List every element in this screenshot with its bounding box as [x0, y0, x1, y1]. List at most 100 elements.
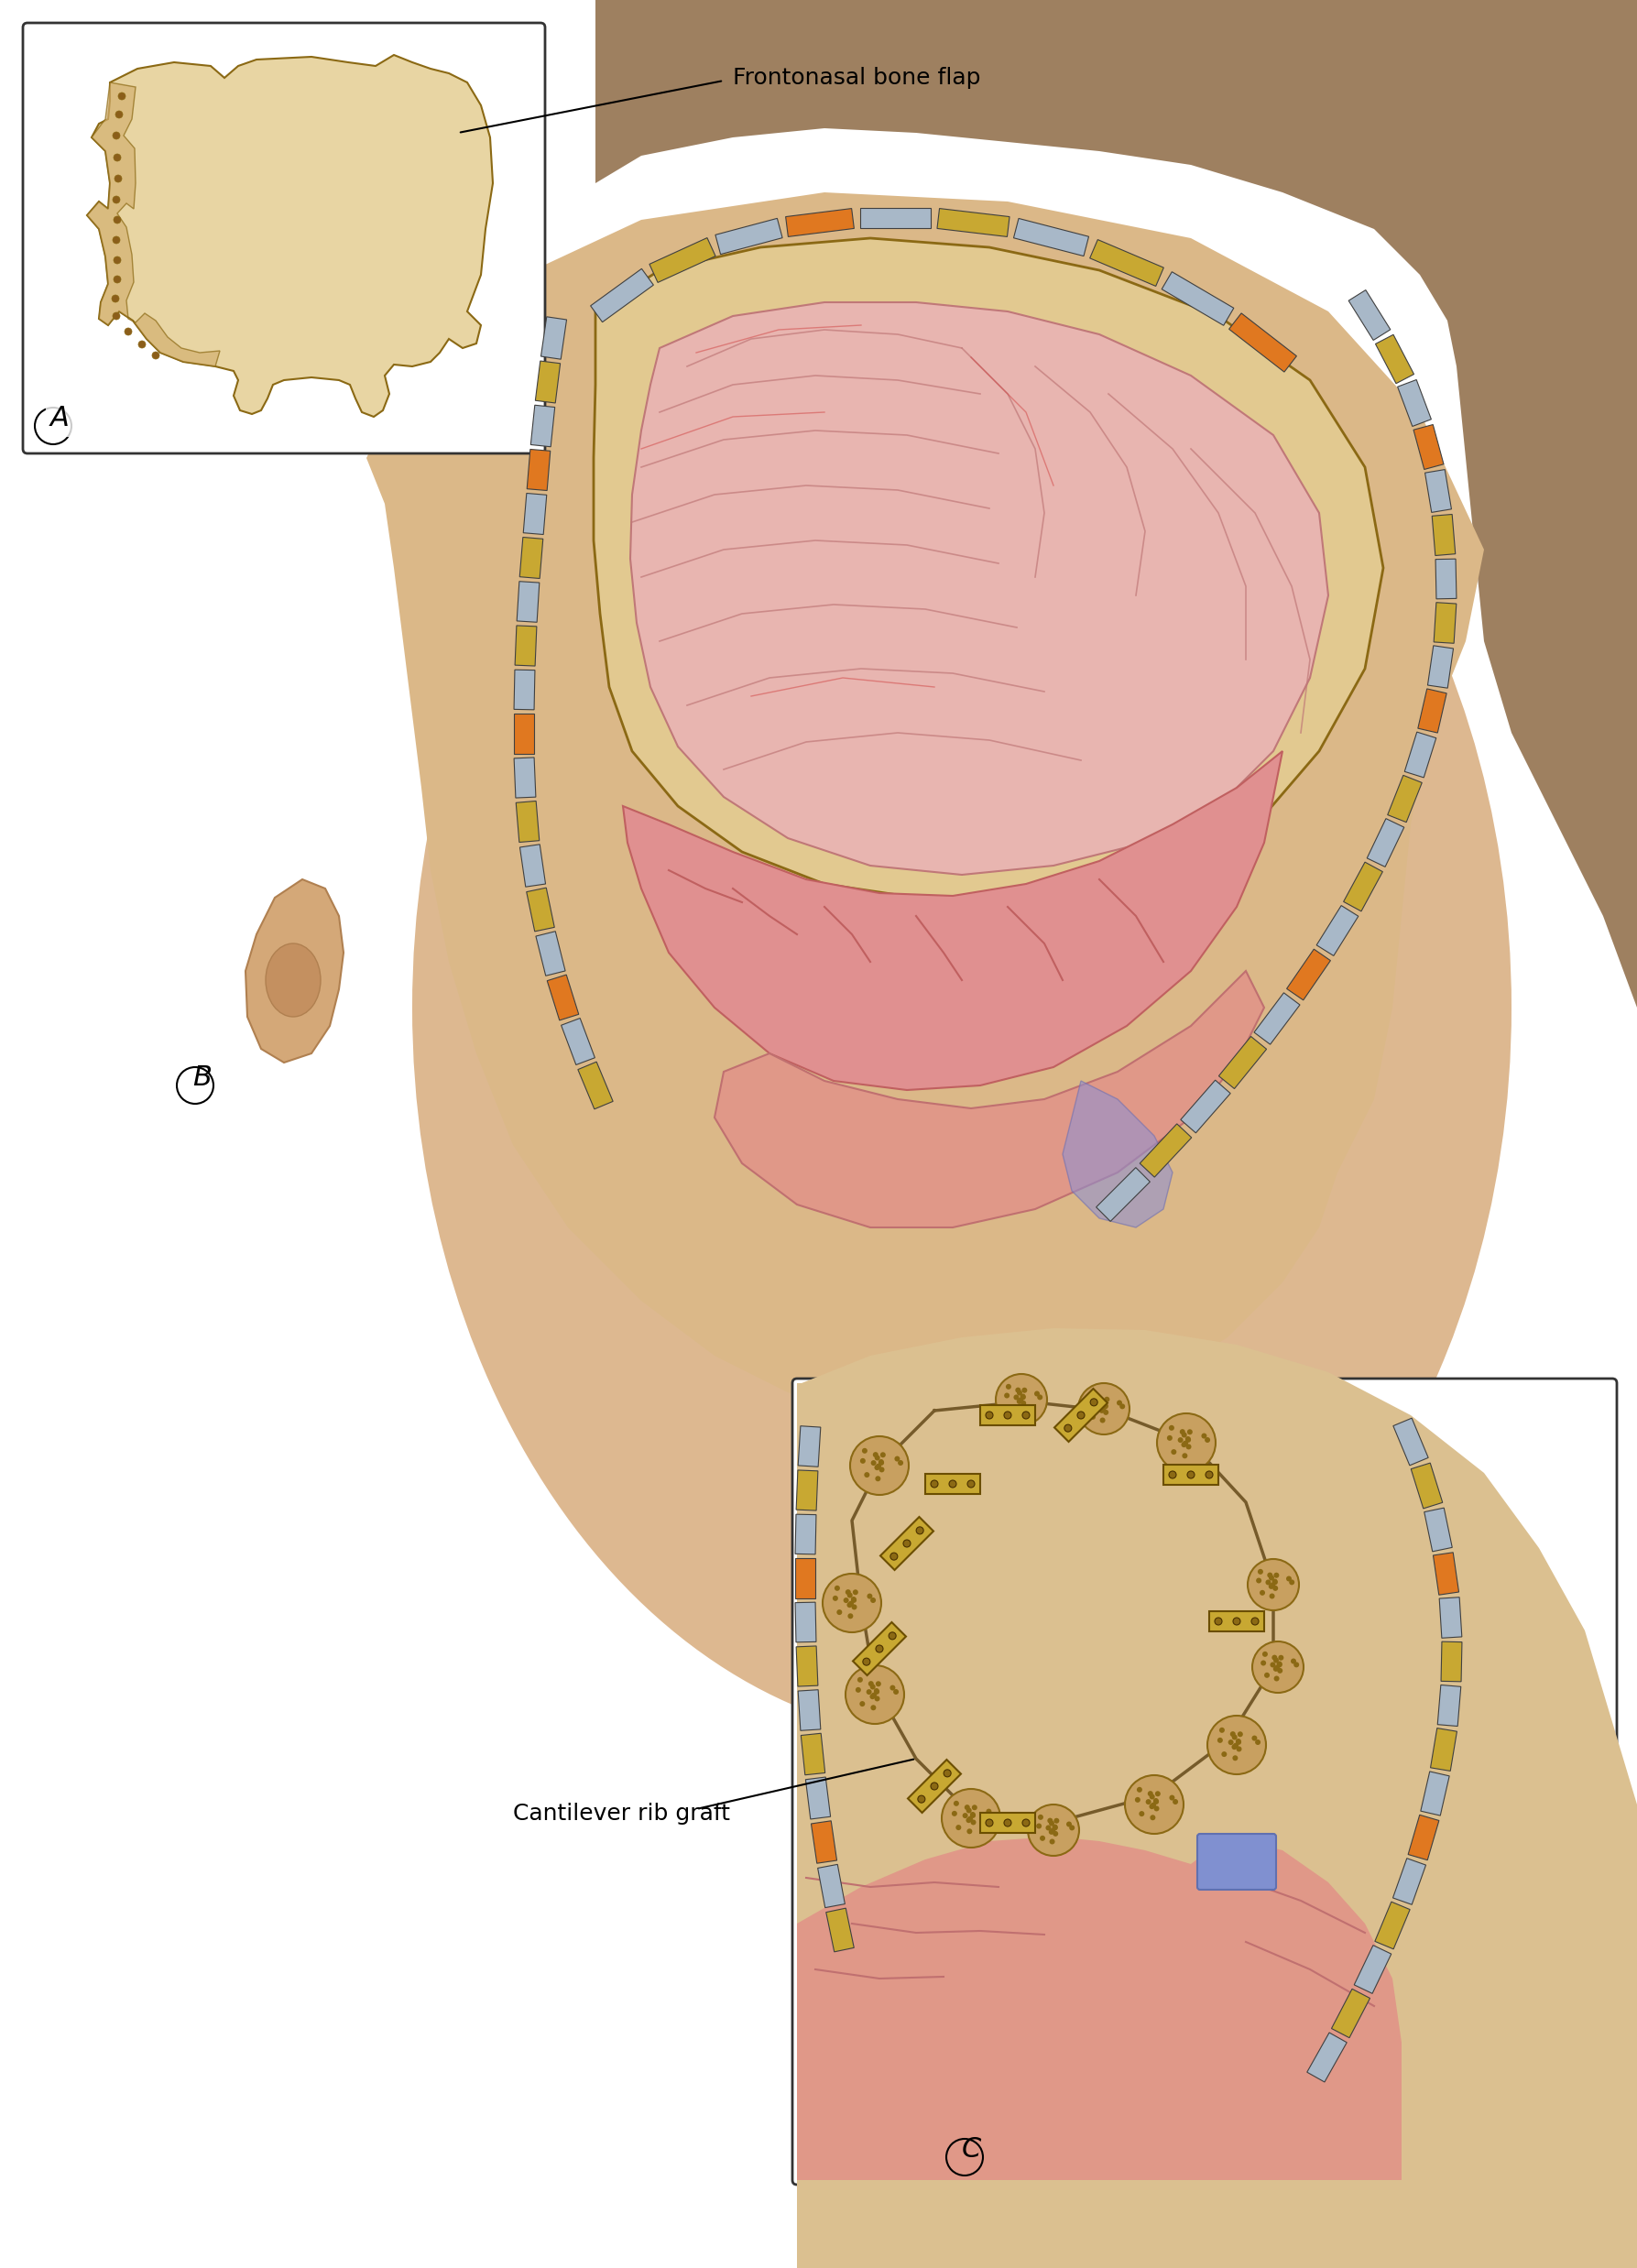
- Circle shape: [995, 1374, 1048, 1424]
- Circle shape: [1236, 1740, 1241, 1744]
- Circle shape: [1272, 1579, 1277, 1585]
- Circle shape: [871, 1706, 876, 1710]
- FancyBboxPatch shape: [792, 1379, 1617, 2184]
- Circle shape: [1220, 1728, 1224, 1733]
- Polygon shape: [1331, 1989, 1370, 2037]
- Circle shape: [124, 329, 133, 336]
- Circle shape: [1277, 1660, 1282, 1667]
- Circle shape: [879, 1467, 884, 1472]
- Circle shape: [851, 1597, 856, 1601]
- Circle shape: [113, 195, 120, 204]
- Polygon shape: [367, 193, 1485, 1429]
- Circle shape: [985, 1819, 994, 1826]
- Ellipse shape: [265, 943, 321, 1016]
- Circle shape: [1272, 1585, 1278, 1590]
- Polygon shape: [540, 318, 566, 358]
- Polygon shape: [796, 1601, 817, 1642]
- Circle shape: [964, 1805, 969, 1810]
- Circle shape: [874, 1456, 881, 1461]
- Polygon shape: [797, 1837, 1401, 2180]
- Polygon shape: [1405, 733, 1436, 778]
- Circle shape: [874, 1687, 879, 1694]
- Circle shape: [1038, 1395, 1043, 1399]
- Circle shape: [1208, 1715, 1265, 1774]
- Polygon shape: [596, 0, 1637, 1007]
- Circle shape: [1017, 1390, 1023, 1395]
- Polygon shape: [524, 492, 547, 535]
- Circle shape: [1267, 1572, 1272, 1579]
- Polygon shape: [936, 209, 1010, 236]
- Polygon shape: [1393, 1857, 1426, 1905]
- Circle shape: [1098, 1408, 1105, 1413]
- Circle shape: [1049, 1828, 1054, 1835]
- Polygon shape: [812, 1821, 837, 1864]
- Circle shape: [871, 1597, 876, 1603]
- Polygon shape: [1398, 379, 1431, 426]
- Polygon shape: [1427, 646, 1454, 687]
- Circle shape: [138, 340, 146, 347]
- Circle shape: [1097, 1404, 1102, 1408]
- Circle shape: [851, 1597, 856, 1603]
- Circle shape: [113, 154, 121, 161]
- Circle shape: [1149, 1803, 1154, 1810]
- Circle shape: [1221, 1751, 1226, 1758]
- Circle shape: [837, 1610, 841, 1615]
- Circle shape: [111, 295, 120, 302]
- Circle shape: [113, 132, 120, 138]
- Circle shape: [1236, 1740, 1241, 1744]
- Circle shape: [949, 1481, 956, 1488]
- Circle shape: [943, 1769, 951, 1776]
- Circle shape: [989, 1812, 995, 1819]
- Polygon shape: [561, 1018, 594, 1064]
- Circle shape: [1233, 1755, 1238, 1760]
- Circle shape: [1090, 1399, 1097, 1406]
- Circle shape: [1277, 1667, 1283, 1674]
- Polygon shape: [535, 361, 560, 404]
- Polygon shape: [514, 714, 534, 753]
- Circle shape: [853, 1590, 858, 1594]
- Circle shape: [1264, 1672, 1270, 1678]
- Circle shape: [956, 1826, 961, 1830]
- Circle shape: [1028, 1805, 1079, 1855]
- Circle shape: [985, 1808, 992, 1814]
- Circle shape: [1274, 1676, 1280, 1681]
- Polygon shape: [1254, 993, 1300, 1046]
- Circle shape: [1090, 1415, 1095, 1420]
- Circle shape: [1205, 1438, 1210, 1442]
- Circle shape: [113, 256, 121, 263]
- Circle shape: [894, 1690, 899, 1694]
- Polygon shape: [1013, 218, 1089, 256]
- Circle shape: [1233, 1617, 1241, 1624]
- Circle shape: [1013, 1395, 1020, 1399]
- Polygon shape: [530, 406, 555, 447]
- Circle shape: [1146, 1799, 1151, 1805]
- Polygon shape: [805, 1778, 830, 1819]
- Circle shape: [917, 1526, 923, 1533]
- Circle shape: [1215, 1617, 1223, 1624]
- Circle shape: [113, 313, 120, 320]
- Circle shape: [848, 1613, 853, 1619]
- Polygon shape: [1054, 1388, 1108, 1442]
- Circle shape: [846, 1665, 904, 1724]
- Circle shape: [1274, 1572, 1278, 1579]
- Circle shape: [118, 93, 126, 100]
- Polygon shape: [1139, 1125, 1192, 1177]
- Polygon shape: [715, 218, 782, 254]
- Circle shape: [1020, 1393, 1026, 1399]
- Circle shape: [1048, 1819, 1053, 1823]
- Circle shape: [869, 1694, 876, 1699]
- Circle shape: [1021, 1388, 1028, 1393]
- Circle shape: [1089, 1393, 1094, 1399]
- Polygon shape: [799, 1427, 820, 1467]
- Polygon shape: [1388, 776, 1423, 823]
- Circle shape: [845, 1590, 851, 1594]
- Circle shape: [1038, 1814, 1043, 1819]
- Circle shape: [1049, 1821, 1054, 1826]
- Polygon shape: [1413, 424, 1444, 469]
- Polygon shape: [1424, 469, 1452, 513]
- Circle shape: [846, 1601, 853, 1608]
- Circle shape: [1252, 1642, 1303, 1692]
- Polygon shape: [535, 932, 565, 975]
- Circle shape: [1156, 1792, 1161, 1796]
- Circle shape: [1269, 1583, 1274, 1590]
